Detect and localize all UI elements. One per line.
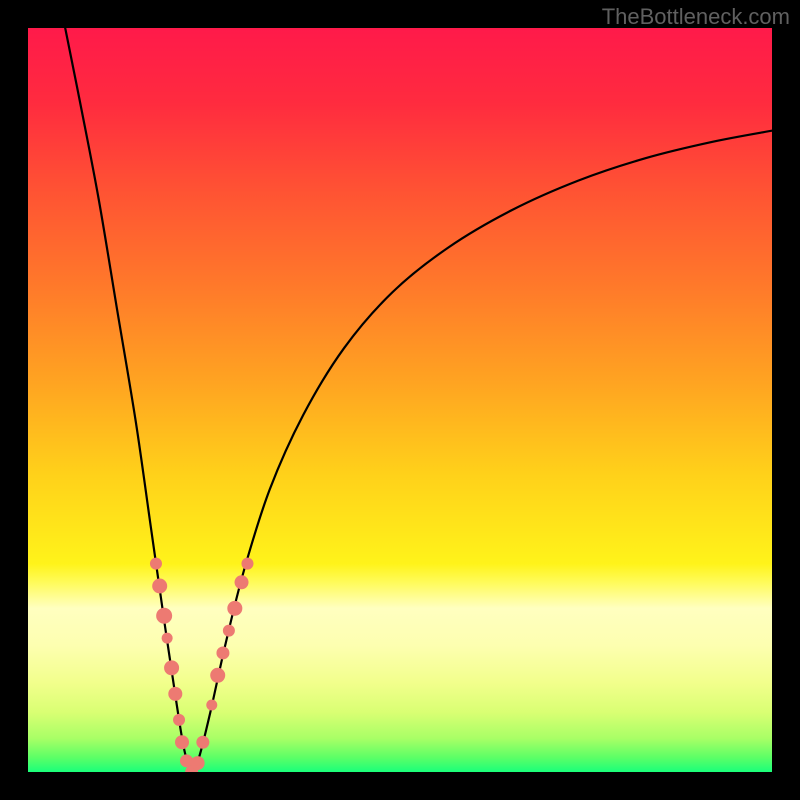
data-marker: [164, 660, 179, 675]
data-marker: [223, 625, 235, 637]
data-marker: [235, 575, 249, 589]
gradient-background: [28, 28, 772, 772]
chart-frame: TheBottleneck.com: [0, 0, 800, 800]
data-marker: [227, 601, 242, 616]
data-marker: [191, 756, 205, 770]
data-marker: [162, 633, 173, 644]
data-marker: [173, 714, 185, 726]
data-marker: [216, 646, 229, 659]
data-marker: [241, 558, 253, 570]
data-marker: [206, 700, 217, 711]
data-marker: [168, 687, 182, 701]
plot-area: [28, 28, 772, 772]
data-marker: [150, 558, 162, 570]
data-marker: [156, 608, 172, 624]
data-marker: [196, 736, 209, 749]
data-marker: [175, 735, 189, 749]
chart-svg: [28, 28, 772, 772]
data-marker: [210, 668, 225, 683]
data-marker: [152, 579, 167, 594]
watermark-label: TheBottleneck.com: [602, 4, 790, 30]
